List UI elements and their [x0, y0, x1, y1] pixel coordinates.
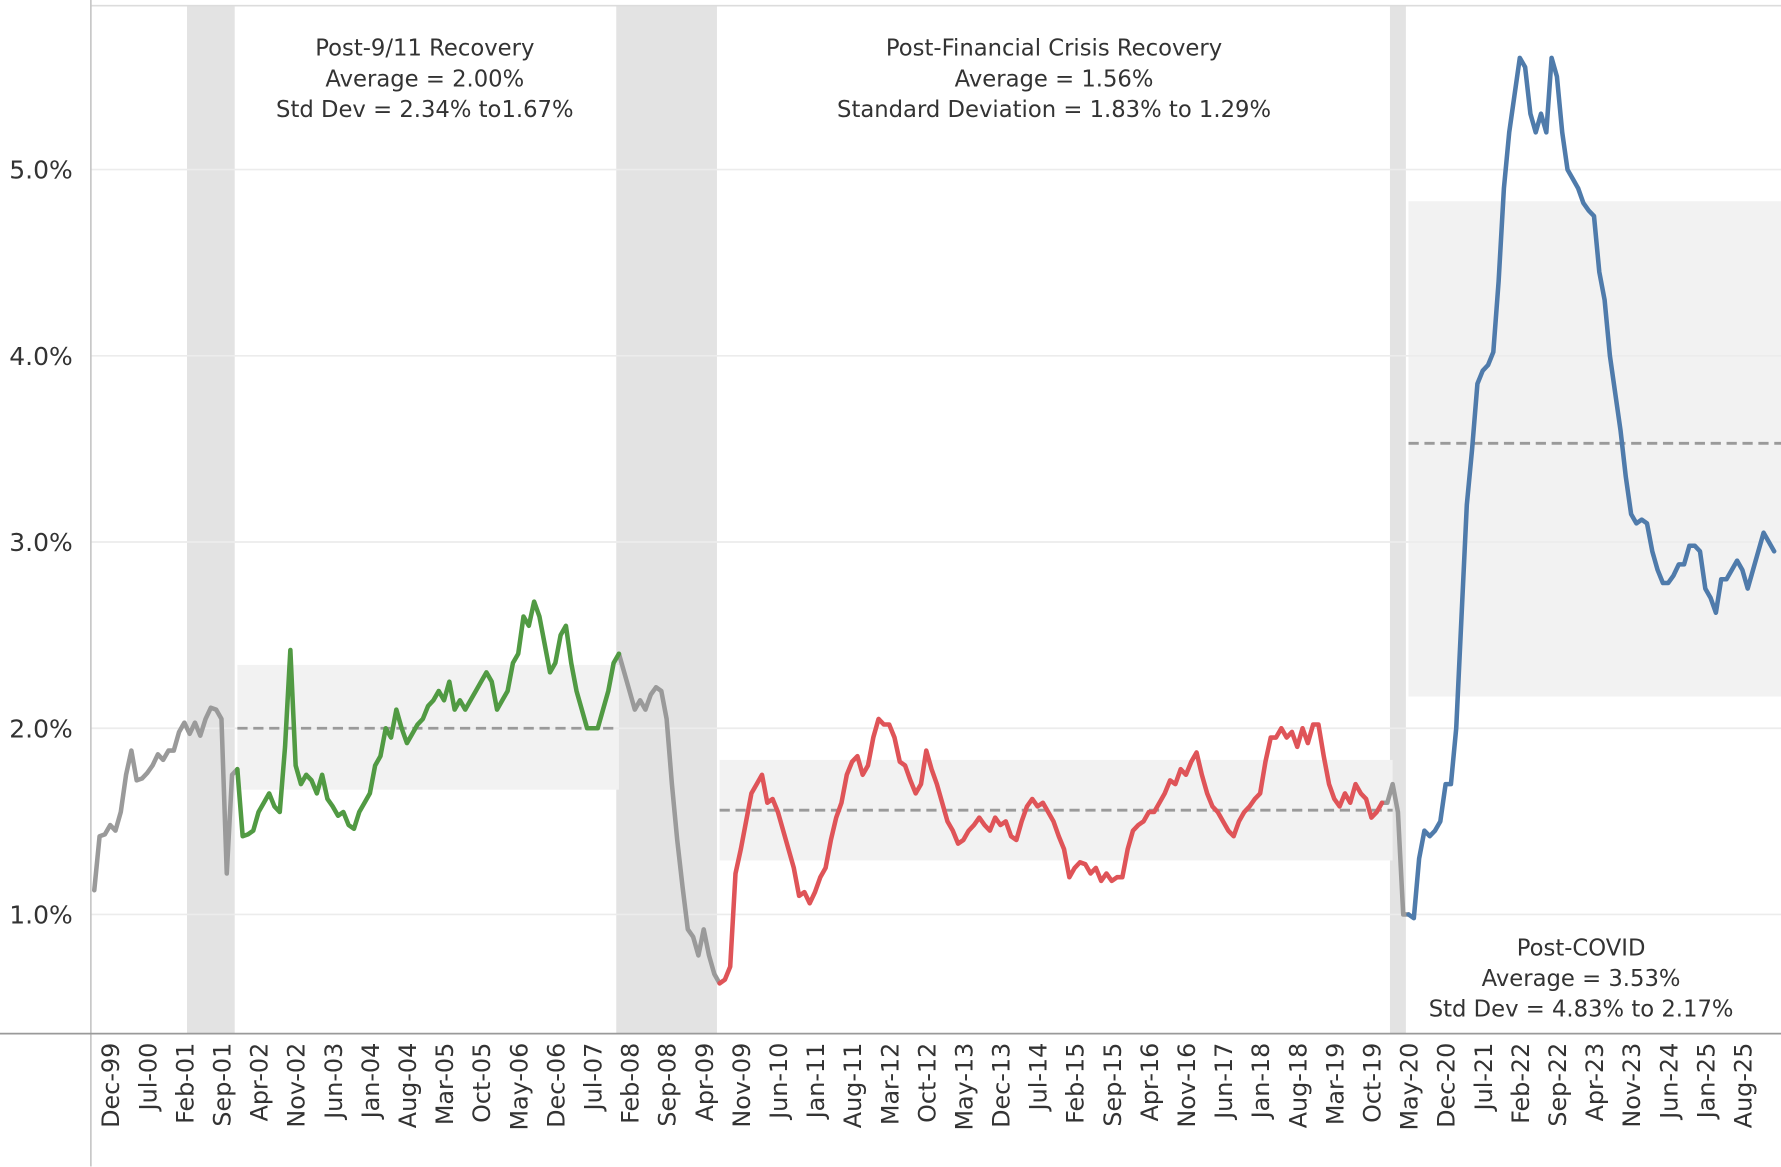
- x-tick-label: May-06: [505, 1043, 533, 1131]
- x-tick-label: Apr-02: [246, 1043, 274, 1122]
- x-tick-label: Feb-08: [617, 1043, 645, 1124]
- annotation: Standard Deviation = 1.83% to 1.29%: [837, 97, 1271, 123]
- x-tick-label: Jan-04: [357, 1043, 385, 1121]
- x-tick-label: Dec-13: [988, 1043, 1016, 1128]
- std-dev-band: [1408, 201, 1781, 697]
- annotation: Average = 2.00%: [325, 66, 524, 92]
- y-tick-label: 1.0%: [9, 901, 72, 930]
- x-tick-label: Apr-09: [691, 1043, 719, 1122]
- x-tick-label: Mar-12: [876, 1043, 904, 1125]
- x-tick-label: Aug-18: [1284, 1043, 1312, 1129]
- annotation: Average = 1.56%: [955, 66, 1154, 92]
- annotation: Post-Financial Crisis Recovery: [886, 36, 1222, 62]
- annotation: Std Dev = 2.34% to1.67%: [276, 97, 574, 123]
- series-line: [717, 716, 1385, 986]
- x-tick-label: Sep-15: [1099, 1043, 1127, 1127]
- std-dev-band: [237, 664, 619, 790]
- x-tick-label: Feb-01: [171, 1043, 199, 1124]
- annotation: Post-9/11 Recovery: [315, 36, 534, 62]
- x-tick-label: Mar-19: [1321, 1043, 1349, 1125]
- x-tick-label: Nov-23: [1618, 1043, 1646, 1128]
- x-tick-label: Jul-00: [134, 1043, 162, 1113]
- x-tick-label: Oct-19: [1359, 1043, 1387, 1123]
- y-tick-label: 2.0%: [9, 714, 72, 743]
- recession-shade: [616, 5, 717, 1034]
- x-tick-label: May-13: [950, 1043, 978, 1131]
- x-tick-label: Mar-05: [431, 1043, 459, 1125]
- x-tick-label: May-20: [1396, 1043, 1424, 1131]
- x-tick-label: Jun-10: [765, 1043, 793, 1121]
- y-tick-label: 5.0%: [9, 156, 72, 185]
- x-tick-label: Nov-09: [728, 1043, 756, 1128]
- x-tick-label: Feb-15: [1062, 1043, 1090, 1124]
- series-line: [235, 599, 622, 839]
- x-tick-label: Oct-12: [913, 1043, 941, 1123]
- x-tick-label: Nov-16: [1173, 1043, 1201, 1128]
- x-tick-label: Jul-21: [1470, 1043, 1498, 1113]
- x-tick-label: Aug-25: [1729, 1043, 1757, 1129]
- x-tick-label: Apr-16: [1136, 1043, 1164, 1122]
- annotation: Average = 3.53%: [1482, 966, 1681, 992]
- x-tick-label: Jan-25: [1692, 1043, 1720, 1121]
- x-tick-label: Feb-22: [1507, 1043, 1535, 1124]
- series-line: [92, 651, 1411, 986]
- y-tick-label: 4.0%: [9, 342, 72, 371]
- annotation: Std Dev = 4.83% to 2.17%: [1429, 997, 1734, 1023]
- x-tick-label: Dec-06: [542, 1043, 570, 1128]
- x-tick-label: Dec-20: [1433, 1043, 1461, 1128]
- x-tick-label: Oct-05: [468, 1043, 496, 1123]
- x-tick-label: Jun-17: [1210, 1043, 1238, 1121]
- x-tick-label: Aug-04: [394, 1043, 422, 1129]
- y-tick-label: 3.0%: [9, 528, 72, 557]
- series-line: [1406, 55, 1777, 921]
- x-tick-label: Jul-14: [1025, 1043, 1053, 1113]
- x-tick-label: Jun-24: [1655, 1043, 1683, 1121]
- x-tick-label: Sep-22: [1544, 1043, 1572, 1127]
- x-tick-label: Jun-03: [320, 1043, 348, 1121]
- x-tick-label: Aug-11: [839, 1043, 867, 1129]
- recession-shade: [187, 5, 235, 1034]
- x-tick-label: Dec-99: [97, 1043, 125, 1128]
- x-tick-label: Apr-23: [1581, 1043, 1609, 1122]
- recession-shade: [1389, 5, 1406, 1034]
- x-tick-label: Nov-02: [283, 1043, 311, 1128]
- x-tick-label: Sep-08: [654, 1043, 682, 1127]
- annotation: Post-COVID: [1517, 935, 1646, 961]
- x-tick-label: Sep-01: [209, 1043, 237, 1127]
- x-tick-label: Jul-07: [580, 1043, 608, 1113]
- x-tick-label: Jan-18: [1247, 1043, 1275, 1121]
- x-tick-label: Jan-11: [802, 1043, 830, 1121]
